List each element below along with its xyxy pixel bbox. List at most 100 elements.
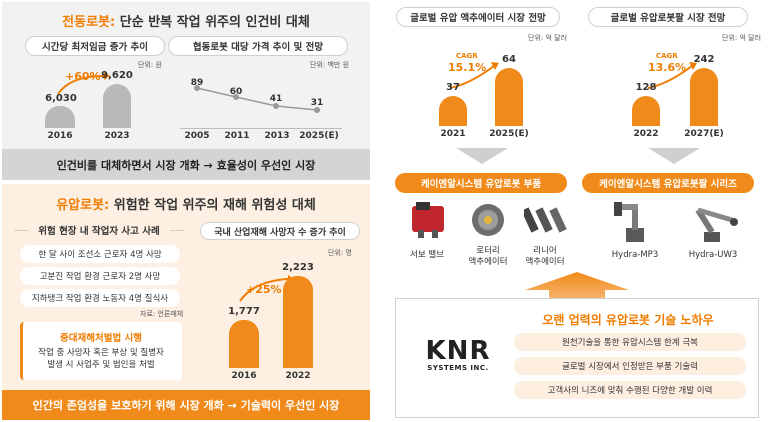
robot-price-value-0: 89 [190,78,204,88]
arm-bar-0 [632,96,660,126]
injured-pill: 국내 산업재해 사망자 수 증가 추이 [200,222,360,240]
cases-source: 자료: 언론매체 [140,310,184,318]
robot-price-line-chart [194,85,320,113]
injured-bar-value-1: 2,223 [282,262,314,273]
arm-label-1: Hydra-UW3 [688,250,738,260]
knr-logo-sub: SYSTEMS INC. [427,364,489,372]
wage-pill: 시간당 최저임금 증가 추이 [25,36,165,56]
robot-price-point-3 [314,107,320,113]
arm-bar-value-1: 242 [693,54,715,65]
actuator-bar-value-0: 37 [446,82,460,93]
law-text-1: 작업 중 사망자 혹은 부상 및 질병자 [38,348,164,358]
title-highlight: 전동로봇: [62,15,116,30]
arm-label-0: Hydra-MP3 [611,250,659,260]
knowhow-title: 오랜 업력의 유압로봇 기술 노하우 [542,313,714,327]
robot-price-year-1: 2011 [224,131,250,141]
robot-arm-mp3-icon [614,202,644,242]
arm-unit: 단위: 억 달러 [722,34,762,42]
robot-price-point-1 [233,94,239,100]
law-text-2: 발생 시 사업주 및 법인을 처벌 [47,360,155,370]
actuator-bar-0 [439,96,467,126]
injured-unit: 단위: 명 [328,249,352,257]
arm-bar-1 [690,68,718,126]
wage-bar-year-1: 2023 [104,131,130,141]
robot-price-year-2: 2013 [264,131,290,141]
law-title: 중대재해처벌법 시행 [60,333,142,344]
title-highlight-2: 유압로봇: [56,198,110,213]
wage-growth-arrow [57,72,110,95]
part-label-0: 서보 밸브 [410,250,444,260]
actuator-bar-year-0: 2021 [440,129,466,139]
wage-growth: +60% [65,70,101,83]
actuator-bar-1 [495,68,523,126]
robot-price-value-1: 60 [229,87,243,97]
case-item-1: 고분진 작업 환경 근로자 2명 사망 [20,267,180,285]
arm-pill: 글로벌 유압로봇팔 시장 전망 [588,7,748,27]
title-rest-2: 위험한 작업 위주의 재해 위험성 대체 [113,198,316,213]
robot-price-point-0 [194,85,200,91]
arm-bar-year-0: 2022 [633,129,659,139]
wage-bar-1 [103,84,131,128]
up-arrow-icon [525,272,629,298]
left-top-banner: 인건비를 대체하면서 시장 개화 → 효율성이 우선인 시장 [2,149,370,180]
case-item-0: 한 달 사이 조선소 근로자 4명 사망 [20,245,180,263]
part-label-1a: 로터리 [476,246,500,256]
robot-price-value-3: 31 [310,98,324,108]
left-top-banner-text: 인건비를 대체하면서 시장 개화 → 효율성이 우선인 시장 [56,158,316,172]
robot-arm-uw3-icon [695,207,738,242]
part-label-2a: 리니어 [533,246,557,256]
robot-price-pill: 협동로봇 대당 가격 추이 및 전망 [168,36,348,56]
robot-price-value-2: 41 [269,94,283,104]
actuator-unit: 단위: 억 달러 [528,34,568,42]
knowhow-item-2: 고객사의 니즈에 맞춰 수행된 다양한 개발 이력 [514,381,746,399]
arm-cagr: 13.6% [648,61,687,74]
knr-logo: KNR SYSTEMS INC. [412,338,504,372]
actuator-growth-arrow [449,62,499,89]
robot-price-unit: 단위: 백만 원 [310,61,350,69]
arms-banner-text: 케이엔알시스템 유압로봇팔 시리즈 [599,179,737,190]
arm-down-chevron [648,148,700,164]
left-bottom-banner-text: 인간의 존엄성을 보호하기 위해 시장 개화 → 기술력이 우선인 시장 [32,399,340,412]
arm-bar-value-0: 128 [635,82,657,93]
linear-actuator-icon [524,207,567,233]
injured-growth: +25% [246,283,282,296]
injured-bar-year-1: 2022 [285,371,311,381]
robot-price-point-2 [273,103,279,109]
left-bottom-title: 유압로봇: 위험한 작업 위주의 재해 위험성 대체 [0,194,372,213]
law-box [20,322,182,380]
parts-banner: 케이엔알시스템 유압로봇 부품 [395,173,567,193]
arms-banner: 케이엔알시스템 유압로봇팔 시리즈 [582,173,754,193]
injured-bar-year-0: 2016 [231,371,257,381]
wage-unit: 단위: 원 [138,61,162,69]
robot-price-year-3: 2025(E) [299,131,339,141]
wage-bar-value-0: 6,030 [45,93,77,104]
injured-bar-0 [229,320,259,368]
part-label-2b: 액추에이터 [525,257,565,267]
part-label-1b: 액추에이터 [468,257,508,267]
injured-bar-1 [283,276,313,368]
arm-growth-arrow [647,62,697,89]
rotary-actuator-icon [472,204,504,236]
actuator-pill: 글로벌 유압 액추에이터 시장 전망 [396,7,560,27]
knowhow-item-1: 글로벌 시장에서 인정받은 부품 기술력 [514,357,746,375]
actuator-bar-value-1: 64 [502,54,516,65]
actuator-cagr: 15.1% [448,61,487,74]
left-bottom-banner: 인간의 존엄성을 보호하기 위해 시장 개화 → 기술력이 우선인 시장 [2,390,370,420]
injured-bar-value-0: 1,777 [228,306,260,317]
wage-bar-value-1: 9,620 [101,70,133,81]
actuator-cagr-label: CAGR [456,52,478,60]
servo-valve-icon [412,202,444,238]
robot-price-year-0: 2005 [184,131,210,141]
actuator-down-chevron [456,148,508,164]
robot-price-axis [180,128,342,129]
title-rest: 단순 반복 작업 위주의 인건비 대체 [119,15,310,30]
knowhow-item-0: 원천기술을 통한 유압시스템 한계 극복 [514,333,746,351]
knr-logo-text: KNR [425,336,491,366]
case-item-2: 지하탱크 작업 환경 노동자 4명 질식사 [20,289,180,307]
left-top-title: 전동로봇: 단순 반복 작업 위주의 인건비 대체 [0,11,372,30]
wage-bar-year-0: 2016 [47,131,73,141]
wage-bar-0 [45,106,75,128]
arm-cagr-label: CAGR [656,52,678,60]
arm-bar-year-1: 2027(E) [684,129,724,139]
cases-pill: 위험 현장 내 작업자 사고 사례 [28,223,170,239]
